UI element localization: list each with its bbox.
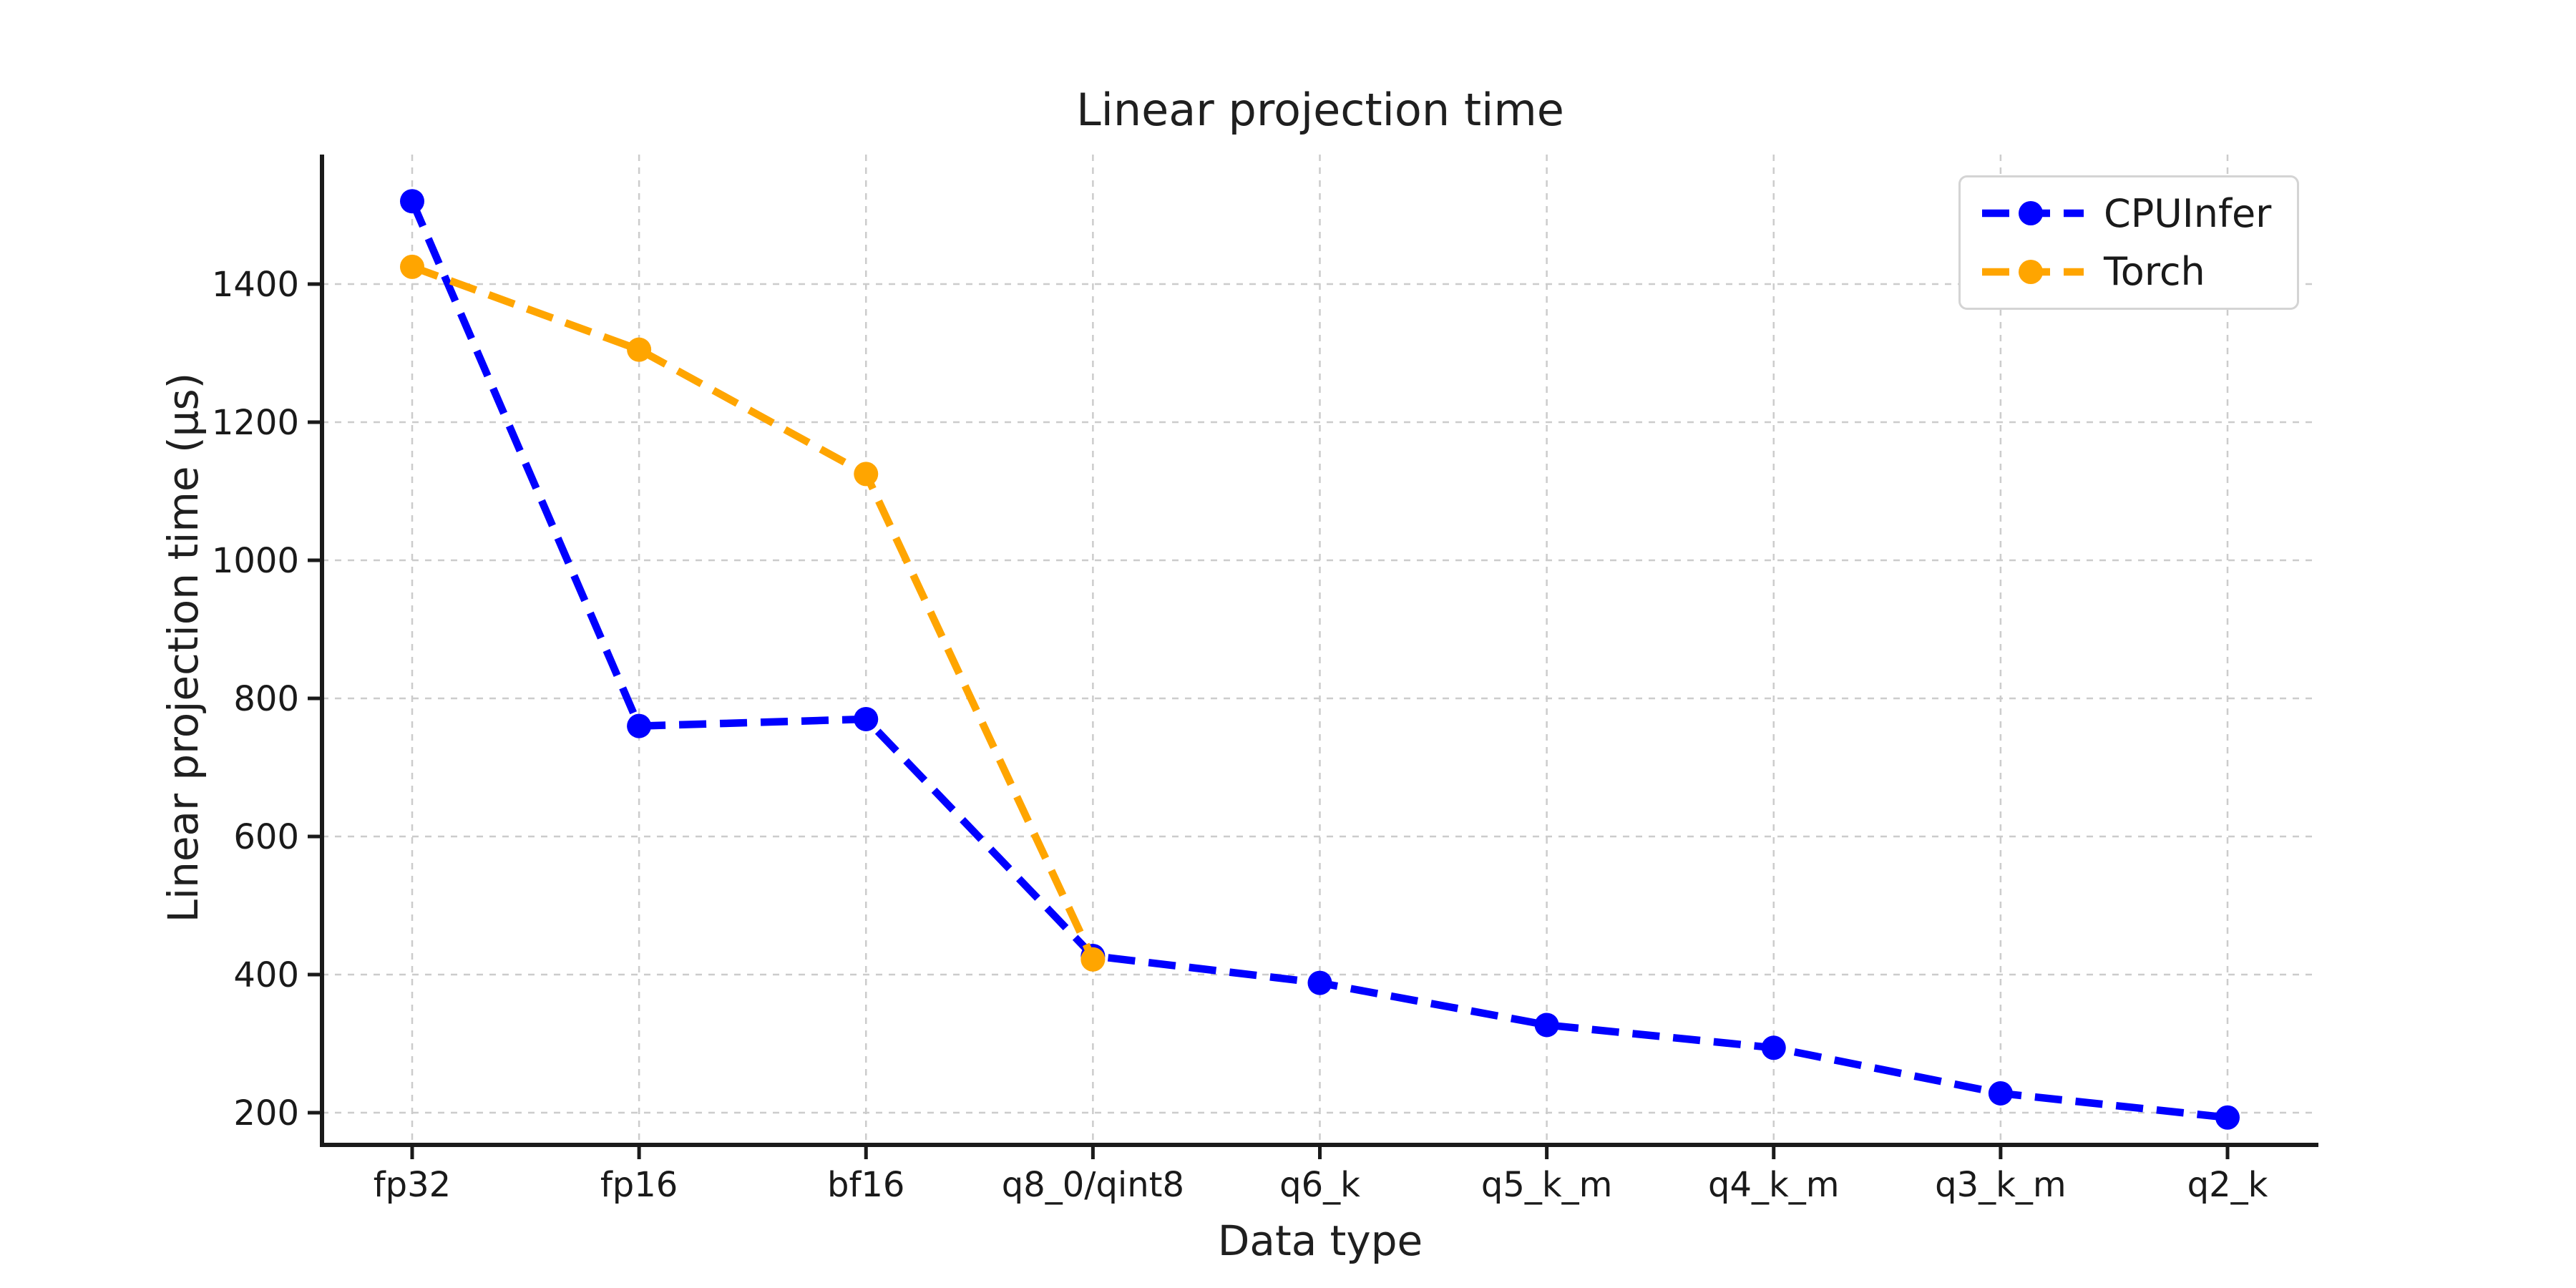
x-tick-label: q5_k_m (1481, 1165, 1613, 1205)
x-tick-label: q4_k_m (1708, 1165, 1840, 1205)
x-tick-label: fp32 (374, 1165, 451, 1205)
y-tick-label: 600 (233, 817, 299, 857)
data-point-torch (854, 462, 879, 487)
data-point-cpuinfer (627, 713, 652, 738)
x-tick-label: q8_0/qint8 (1002, 1165, 1184, 1205)
data-point-cpuinfer (400, 189, 424, 214)
data-point-torch (400, 254, 424, 279)
x-tick-label: bf16 (827, 1165, 904, 1205)
legend-line-sample (1982, 201, 2084, 226)
data-point-cpuinfer (2215, 1105, 2240, 1130)
x-tick-label: fp16 (600, 1165, 678, 1205)
x-axis-title: Data type (1217, 1216, 1423, 1265)
legend-line-sample (1982, 259, 2084, 284)
data-point-cpuinfer (1761, 1035, 1786, 1060)
data-point-cpuinfer (1988, 1080, 2013, 1106)
legend: CPUInfer Torch (1958, 175, 2299, 310)
y-tick-label: 1400 (212, 265, 299, 305)
x-tick-label: q6_k (1279, 1165, 1360, 1205)
data-point-cpuinfer (1534, 1013, 1559, 1038)
y-tick-label: 1000 (212, 541, 299, 581)
data-point-torch (1080, 947, 1106, 972)
y-axis-title: Linear projection time (μs) (159, 372, 208, 923)
data-point-torch (627, 337, 652, 362)
x-tick-label: q2_k (2187, 1165, 2268, 1205)
legend-marker (2019, 259, 2043, 284)
legend-marker (2019, 201, 2043, 226)
legend-entry: Torch (1979, 249, 2297, 294)
data-point-cpuinfer (854, 706, 879, 731)
y-tick-label: 200 (233, 1093, 299, 1133)
y-tick-label: 800 (233, 679, 299, 719)
data-point-cpuinfer (1307, 970, 1332, 995)
chart-title: Linear projection time (1076, 84, 1564, 136)
y-tick-label: 400 (233, 955, 299, 995)
legend-entry: CPUInfer (1979, 191, 2297, 236)
legend-label: Torch (2104, 249, 2205, 295)
legend-label: CPUInfer (2104, 190, 2272, 236)
x-tick-label: q3_k_m (1935, 1165, 2067, 1205)
y-tick-label: 1200 (212, 403, 299, 443)
series-line-torch (411, 263, 1097, 961)
